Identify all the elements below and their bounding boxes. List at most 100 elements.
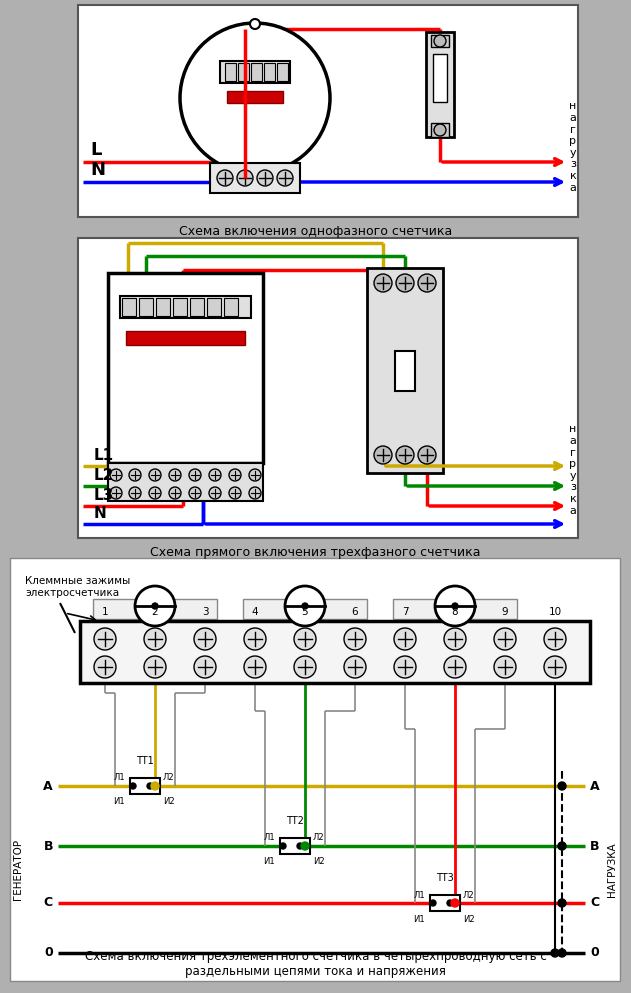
Circle shape [194, 628, 216, 650]
Bar [139, 298, 153, 316]
Text: 1: 1 [102, 607, 109, 617]
Circle shape [229, 469, 241, 481]
Circle shape [169, 469, 181, 481]
Circle shape [129, 469, 141, 481]
Circle shape [144, 628, 166, 650]
Bar [277, 63, 288, 81]
Text: Схема включения однофазного счетчика: Схема включения однофазного счетчика [179, 225, 452, 238]
Text: Схема прямого включения трехфазного счетчика: Схема прямого включения трехфазного счет… [150, 546, 481, 559]
Bar [431, 123, 449, 137]
Circle shape [297, 843, 303, 849]
Bar [393, 599, 517, 619]
Circle shape [444, 628, 466, 650]
Bar [130, 778, 160, 794]
Bar [156, 298, 170, 316]
Text: 2: 2 [151, 607, 158, 617]
Bar [430, 895, 460, 911]
Text: B: B [590, 839, 599, 853]
Circle shape [152, 603, 158, 609]
Text: Л1: Л1 [413, 891, 425, 900]
Text: Л2: Л2 [313, 833, 324, 842]
Text: Схема включения трехэлементного счетчика в четырехпроводную сеть с
раздельными ц: Схема включения трехэлементного счетчика… [85, 950, 546, 978]
Circle shape [244, 656, 266, 678]
Bar [433, 54, 447, 102]
Text: A: A [44, 780, 53, 792]
Bar [108, 273, 263, 463]
Text: C: C [44, 897, 53, 910]
Text: Л1: Л1 [114, 774, 125, 782]
Bar [431, 35, 449, 47]
Text: L2: L2 [94, 468, 114, 483]
Circle shape [434, 124, 446, 136]
Circle shape [217, 170, 233, 186]
Text: 0: 0 [590, 946, 599, 959]
Text: Л2: Л2 [463, 891, 475, 900]
Circle shape [394, 656, 416, 678]
Text: 8: 8 [452, 607, 458, 617]
Text: 6: 6 [351, 607, 358, 617]
Circle shape [435, 586, 475, 626]
Bar [207, 298, 221, 316]
Bar [264, 63, 275, 81]
Bar [78, 238, 578, 538]
Bar [227, 91, 283, 103]
Text: н
а
г
р
у
з
к
а: н а г р у з к а [569, 101, 577, 193]
Circle shape [494, 628, 516, 650]
Text: L: L [90, 141, 102, 159]
Bar [238, 63, 249, 81]
Circle shape [244, 628, 266, 650]
Text: И2: И2 [163, 797, 175, 806]
Circle shape [110, 487, 122, 499]
Text: TT3: TT3 [436, 873, 454, 883]
Text: C: C [590, 897, 599, 910]
Bar [126, 331, 245, 345]
Bar [224, 298, 238, 316]
Circle shape [280, 843, 286, 849]
Circle shape [558, 782, 566, 790]
Circle shape [301, 842, 309, 850]
Text: 7: 7 [402, 607, 408, 617]
Circle shape [147, 783, 153, 789]
Circle shape [374, 274, 392, 292]
Circle shape [558, 842, 566, 850]
Circle shape [444, 656, 466, 678]
Bar [190, 298, 204, 316]
Text: N: N [94, 506, 107, 521]
Bar [120, 296, 251, 318]
Bar [225, 63, 236, 81]
Circle shape [144, 656, 166, 678]
Circle shape [396, 274, 414, 292]
Bar [78, 5, 578, 217]
Circle shape [249, 469, 261, 481]
Circle shape [209, 469, 221, 481]
Text: И1: И1 [114, 797, 125, 806]
Circle shape [302, 603, 308, 609]
Circle shape [344, 656, 366, 678]
Text: A: A [590, 780, 599, 792]
Bar [220, 61, 290, 83]
Bar [93, 599, 217, 619]
Circle shape [452, 603, 458, 609]
Text: ГЕНЕРАТОР: ГЕНЕРАТОР [13, 839, 23, 900]
Text: 4: 4 [252, 607, 258, 617]
Circle shape [129, 487, 141, 499]
Text: И2: И2 [313, 858, 324, 867]
Text: И1: И1 [413, 915, 425, 923]
Text: L1: L1 [94, 448, 114, 463]
Bar [80, 621, 590, 683]
Circle shape [418, 274, 436, 292]
Circle shape [434, 35, 446, 47]
Bar [122, 298, 136, 316]
Circle shape [130, 783, 136, 789]
Text: 9: 9 [502, 607, 509, 617]
Text: L3: L3 [94, 488, 114, 503]
Bar [173, 298, 187, 316]
Circle shape [94, 656, 116, 678]
Text: Л2: Л2 [163, 774, 175, 782]
Bar [395, 351, 415, 391]
Circle shape [277, 170, 293, 186]
Circle shape [229, 487, 241, 499]
Circle shape [110, 469, 122, 481]
Circle shape [430, 900, 436, 906]
Bar [108, 463, 263, 501]
